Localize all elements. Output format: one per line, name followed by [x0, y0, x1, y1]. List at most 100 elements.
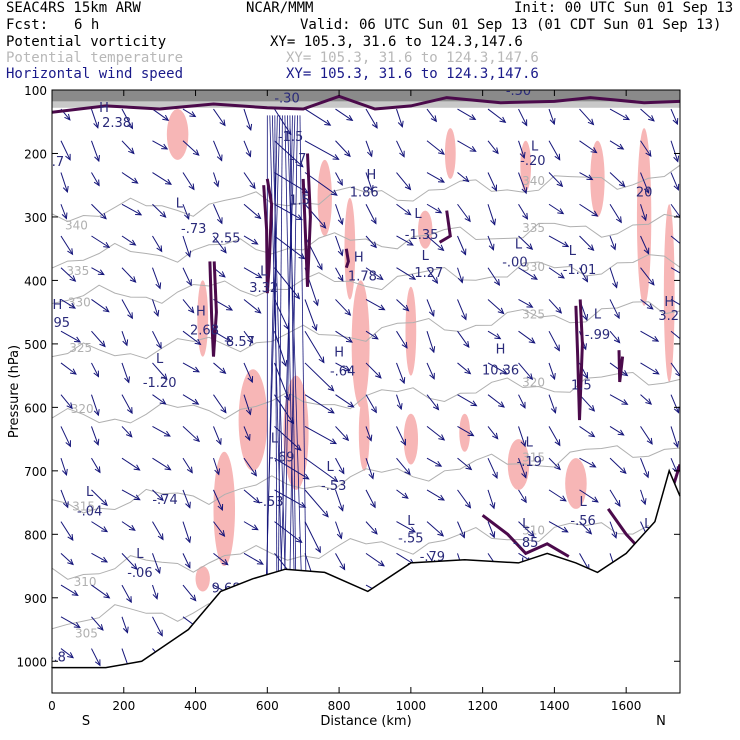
- wind-vector: [121, 362, 130, 384]
- wind-shaft: [335, 267, 344, 282]
- wind-head: [295, 214, 303, 221]
- pv-label: H: [99, 101, 109, 116]
- wind-shaft: [609, 235, 616, 250]
- wind-vector: [426, 108, 438, 123]
- wind-head: [216, 217, 223, 225]
- wind-shaft: [304, 394, 335, 414]
- wind-vector: [365, 235, 377, 249]
- wind-shaft: [548, 267, 565, 279]
- wind-shaft: [182, 457, 193, 473]
- wind-head: [521, 187, 528, 195]
- organization: NCAR/MMM: [246, 0, 314, 16]
- wind-vector: [60, 299, 77, 309]
- wind-shaft: [243, 552, 264, 565]
- wind-head: [437, 494, 445, 501]
- wind-head: [376, 273, 384, 281]
- wind-vector: [426, 235, 445, 252]
- wind-shaft: [91, 489, 108, 506]
- wind-vector: [426, 299, 435, 318]
- wind-vector: [91, 584, 111, 599]
- wind-head: [189, 111, 197, 118]
- wind-vector: [60, 267, 77, 282]
- wind-head: [186, 466, 193, 474]
- wind-head: [646, 437, 653, 445]
- wind-shaft: [579, 394, 595, 412]
- wind-head: [327, 384, 335, 392]
- wind-vector: [487, 489, 496, 510]
- wind-vector: [335, 394, 355, 408]
- wind-shaft: [304, 235, 323, 270]
- wind-head: [438, 434, 446, 441]
- wind-shaft: [365, 235, 377, 248]
- wind-shaft: [670, 108, 678, 125]
- wind-vector: [91, 172, 100, 187]
- wind-shaft: [426, 331, 435, 353]
- wind-head: [611, 531, 618, 539]
- wind-shaft: [487, 362, 507, 374]
- wind-shaft: [426, 108, 437, 122]
- wind-shaft: [579, 489, 599, 503]
- wind-shaft: [487, 299, 504, 314]
- wind-vector: [274, 426, 302, 451]
- wind-head: [493, 278, 501, 286]
- wind-vector: [91, 489, 108, 507]
- wind-head: [377, 560, 385, 567]
- isentrope-320: [52, 371, 680, 424]
- wind-shaft: [518, 172, 527, 194]
- wind-vector: [396, 140, 405, 158]
- wind-shaft: [518, 203, 528, 220]
- wind-vector: [548, 426, 561, 447]
- wind-vector: [304, 457, 339, 483]
- wind-head: [467, 430, 475, 437]
- wind-vector: [91, 521, 109, 533]
- wind-vector: [609, 299, 620, 320]
- wind-head: [489, 502, 496, 510]
- wind-head: [253, 497, 261, 504]
- wind-shaft: [548, 394, 556, 413]
- wind-head: [582, 313, 589, 322]
- x-tick-label: 1000: [396, 699, 427, 713]
- pv-label: -.56: [570, 514, 595, 529]
- pv-label: -.74: [152, 493, 177, 508]
- wind-shaft: [396, 299, 409, 312]
- wind-head: [558, 272, 565, 279]
- wind-vector: [579, 394, 596, 412]
- wind-head: [554, 344, 560, 352]
- wind-shaft: [91, 203, 107, 220]
- wind-shaft: [91, 457, 101, 473]
- wind-shaft: [243, 203, 261, 219]
- wind-shaft: [670, 426, 679, 448]
- wind-vector: [365, 362, 382, 379]
- wind-head: [588, 405, 596, 412]
- wind-vector: [121, 553, 138, 571]
- wind-vector: [670, 267, 680, 274]
- wind-shaft: [60, 552, 74, 565]
- forecast-label: Fcst:: [6, 17, 49, 33]
- wind-shaft: [243, 457, 257, 476]
- wind-vector: [640, 235, 650, 255]
- wind-head: [69, 275, 77, 282]
- wind-shaft: [121, 394, 133, 414]
- wind-head: [219, 119, 226, 127]
- wind-shaft: [365, 552, 385, 567]
- wind-vector: [152, 394, 167, 405]
- wind-shaft: [579, 203, 598, 217]
- wind-shaft: [487, 489, 495, 509]
- wind-shaft: [457, 457, 472, 470]
- wind-head: [216, 154, 223, 162]
- wind-shaft: [182, 299, 195, 313]
- wind-vector: [609, 235, 617, 251]
- pv-label: L: [260, 264, 268, 279]
- wind-shaft: [457, 108, 476, 120]
- wind-vector: [426, 394, 440, 411]
- wind-head: [313, 299, 319, 307]
- wind-shaft: [579, 108, 594, 125]
- wind-shaft: [60, 299, 76, 309]
- wind-shaft: [335, 108, 353, 121]
- wind-vector: [60, 648, 75, 659]
- wind-head: [164, 178, 172, 185]
- wind-vector: [579, 267, 589, 283]
- wind-head: [185, 501, 191, 509]
- wind-head: [156, 342, 162, 350]
- wind-vector: [121, 235, 137, 246]
